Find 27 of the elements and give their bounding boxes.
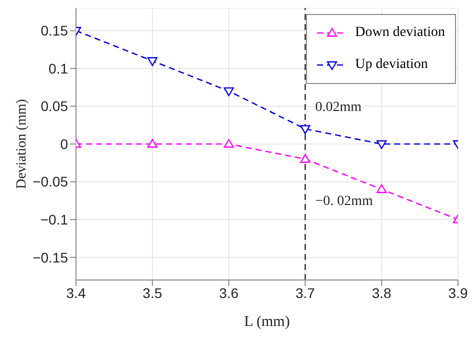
point bbox=[376, 184, 387, 194]
y-tick-label: −0.05 bbox=[32, 174, 68, 190]
point bbox=[300, 125, 310, 134]
y-axis-title: Deviation (mm) bbox=[14, 98, 30, 189]
x-tick-label: 3.8 bbox=[372, 284, 392, 301]
y-tick-label: 0.1 bbox=[48, 60, 68, 76]
x-tick-label: 3.4 bbox=[66, 284, 86, 301]
point bbox=[224, 87, 234, 96]
point bbox=[224, 138, 234, 148]
legend-label: Down deviation bbox=[355, 25, 445, 41]
x-tick-label: 3.7 bbox=[295, 284, 316, 301]
x-tick-label: 3.9 bbox=[448, 284, 468, 301]
y-tick-label: 0.05 bbox=[40, 98, 68, 114]
x-axis-title: L (mm) bbox=[244, 314, 290, 330]
point bbox=[376, 140, 387, 150]
x-tick-label: 3.5 bbox=[142, 284, 162, 301]
legend-label: Up deviation bbox=[355, 57, 428, 73]
point bbox=[147, 57, 158, 66]
x-tick-label: 3.6 bbox=[219, 284, 239, 301]
y-tick-label: −0.1 bbox=[40, 212, 68, 228]
annotation: −0. 02mm bbox=[315, 194, 373, 210]
point bbox=[300, 154, 310, 163]
y-tick-label: 0.15 bbox=[40, 22, 68, 39]
y-tick-label: 0 bbox=[60, 136, 68, 152]
point bbox=[147, 138, 158, 148]
y-tick-label: −0.15 bbox=[32, 249, 68, 266]
annotation: 0.02mm bbox=[315, 100, 362, 115]
